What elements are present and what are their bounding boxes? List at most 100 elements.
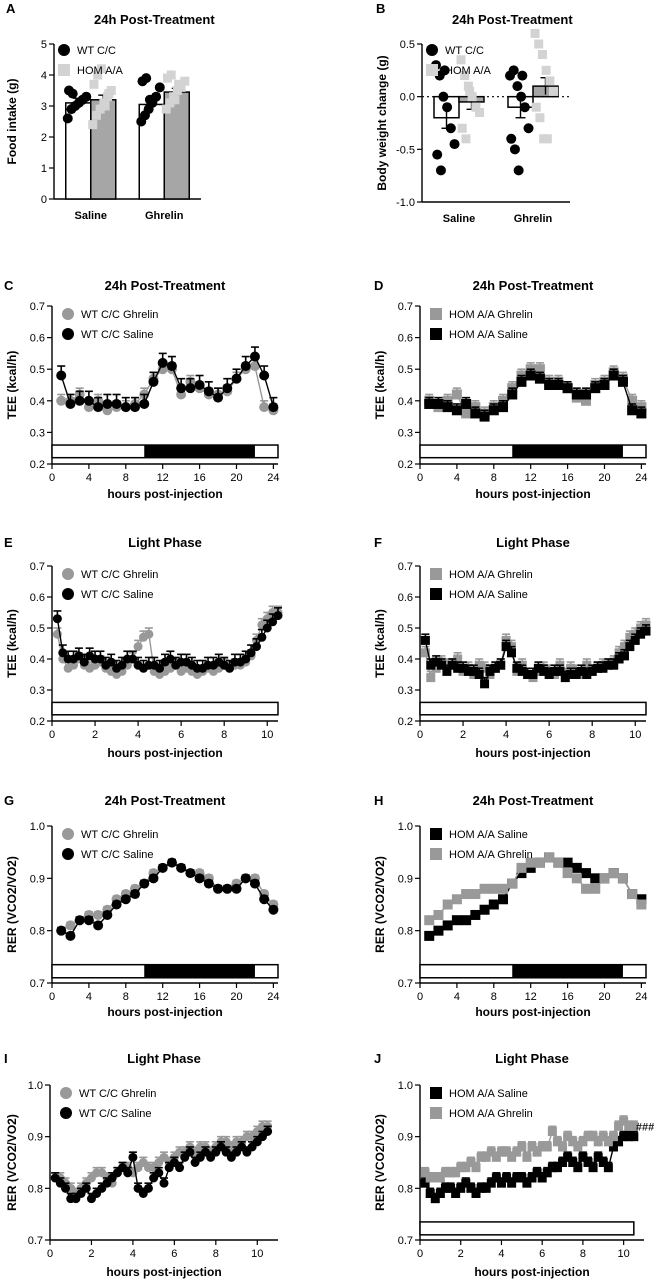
data-point: [424, 915, 435, 926]
data-point: [461, 398, 472, 409]
y-tick-label: 0.3: [30, 427, 45, 439]
y-tick-label: 0.6: [30, 592, 45, 604]
x-axis-label: hours post-injection: [474, 1265, 589, 1279]
data-point: [451, 915, 462, 926]
x-tick-label: 0: [417, 472, 423, 484]
legend-marker-icon: [430, 848, 442, 860]
legend-marker-icon: [430, 588, 442, 600]
data-point: [593, 663, 603, 673]
x-tick-label: 16: [561, 472, 573, 484]
y-tick-label: 1: [41, 163, 47, 175]
data-point: [534, 373, 545, 384]
x-axis-label: hours post-injection: [475, 1005, 590, 1019]
x-tick-label: 4: [454, 991, 460, 1003]
y-tick-label: 0.2: [30, 459, 45, 471]
data-point: [488, 883, 499, 894]
data-point: [263, 1127, 273, 1136]
data-point: [614, 1121, 624, 1131]
panel-title: Light Phase: [127, 1051, 201, 1066]
data-point: [175, 1163, 185, 1173]
panel-label: H: [374, 793, 383, 808]
legend-entry: WT C/C Saline: [79, 1108, 152, 1120]
data-point: [523, 123, 534, 134]
data-point: [542, 1168, 552, 1178]
data-point: [617, 376, 628, 387]
data-point: [446, 1183, 456, 1193]
data-point: [578, 1152, 588, 1162]
data-point: [641, 626, 651, 636]
legend-entry: HOM A/A Ghrelin: [449, 1108, 533, 1120]
x-tick-label: 20: [230, 991, 242, 1003]
data-point: [425, 1173, 435, 1183]
data-point: [512, 81, 523, 92]
data-point: [578, 1137, 588, 1147]
data-point: [165, 98, 175, 108]
dark-phase-bar: [512, 964, 623, 978]
y-tick-label: 0.7: [28, 1235, 43, 1247]
data-point: [545, 76, 555, 86]
data-point: [558, 1142, 568, 1152]
data-point: [79, 657, 89, 667]
data-point: [599, 873, 610, 884]
dark-phase-bar: [144, 445, 255, 458]
data-point: [485, 666, 495, 676]
data-point: [424, 930, 435, 941]
series-line: [60, 861, 274, 937]
data-point: [608, 1142, 618, 1152]
data-point: [451, 1168, 461, 1178]
data-point: [88, 120, 98, 130]
data-point: [56, 925, 67, 936]
y-axis-label: TEE (kcal/h): [373, 609, 387, 678]
panel-label: E: [4, 535, 13, 550]
data-point: [433, 925, 444, 936]
data-point: [249, 351, 260, 362]
y-tick-label: 0.0: [400, 92, 415, 104]
y-tick-label: 0.7: [30, 301, 45, 313]
data-point: [161, 104, 171, 114]
data-point: [531, 102, 541, 112]
data-point: [523, 670, 533, 679]
data-point: [456, 1163, 466, 1173]
data-point: [509, 144, 520, 155]
data-point: [603, 1137, 613, 1147]
x-tick-label: 24: [635, 991, 647, 1003]
data-point: [111, 899, 122, 910]
y-tick-label: 0.3: [30, 685, 45, 697]
data-point: [65, 920, 76, 931]
y-tick-label: 0.8: [30, 926, 45, 938]
data-point: [486, 1147, 496, 1157]
data-point: [541, 65, 551, 75]
x-tick-label: 2: [92, 729, 98, 741]
data-point: [440, 1183, 450, 1193]
data-point: [463, 666, 473, 676]
data-point: [560, 673, 570, 683]
data-point: [629, 1121, 639, 1131]
data-point: [527, 1173, 537, 1183]
data-point: [222, 383, 233, 394]
legend-entry: WT C/C Saline: [81, 589, 154, 601]
data-point: [141, 73, 152, 84]
x-tick-label: 8: [123, 472, 129, 484]
data-point: [488, 405, 499, 416]
data-point: [65, 930, 76, 941]
data-point: [128, 1152, 138, 1162]
data-point: [550, 666, 560, 676]
data-point: [194, 873, 205, 884]
data-point: [470, 408, 481, 419]
x-tick-label: 8: [589, 729, 595, 741]
data-point: [552, 1163, 562, 1173]
y-tick-label: 3: [41, 101, 47, 113]
legend-entry: HOM A/A Saline: [449, 829, 528, 841]
x-tick-label: 10: [618, 1248, 630, 1260]
data-point: [458, 663, 468, 673]
x-tick-label: 8: [491, 991, 497, 1003]
legend-entry: WT C/C Saline: [81, 849, 154, 861]
data-point: [507, 1152, 517, 1162]
data-point: [420, 1168, 430, 1178]
data-point: [83, 395, 94, 406]
y-tick-label: 0.4: [398, 396, 413, 408]
data-point: [154, 1168, 164, 1178]
y-tick-label: 2: [41, 132, 47, 144]
y-axis-label: RER (VCO2/VO2): [5, 1114, 19, 1211]
x-tick-label: 20: [598, 472, 610, 484]
